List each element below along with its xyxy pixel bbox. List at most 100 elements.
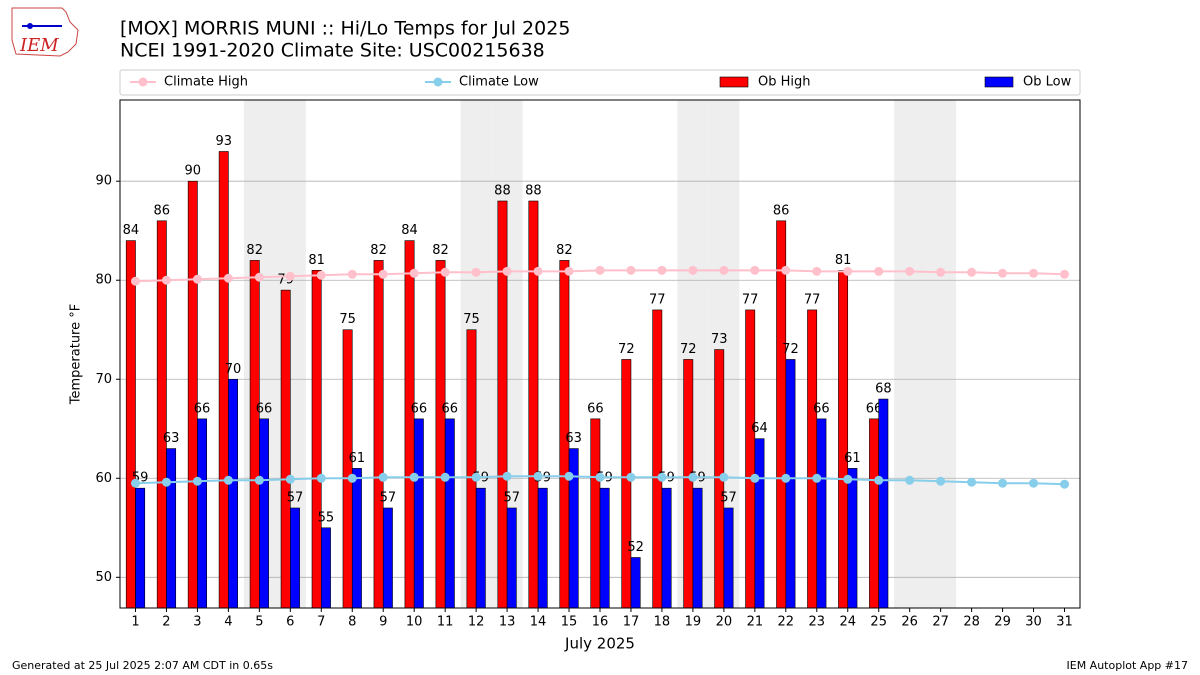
line-marker	[347, 473, 357, 483]
data-label: 61	[349, 451, 366, 466]
x-tick-label: 22	[778, 615, 795, 630]
data-label: 82	[370, 243, 387, 258]
data-label: 66	[256, 401, 273, 416]
bar	[723, 507, 734, 609]
y-tick-label: 90	[95, 174, 112, 189]
x-tick-label: 3	[193, 615, 201, 630]
legend-label: Climate Low	[459, 75, 539, 90]
bar	[621, 359, 632, 609]
bar	[342, 329, 353, 609]
data-label: 82	[432, 243, 449, 258]
bar	[537, 487, 548, 609]
y-axis-label: Temperature °F	[69, 304, 84, 405]
x-tick-label: 30	[1025, 615, 1042, 630]
line-marker	[781, 473, 791, 483]
line-marker	[874, 475, 884, 485]
legend-marker	[138, 77, 148, 87]
data-label: 55	[318, 510, 335, 525]
line-marker	[223, 273, 233, 283]
data-label: 86	[154, 203, 171, 218]
bar	[838, 270, 849, 609]
x-tick-label: 16	[592, 615, 609, 630]
x-tick-label: 21	[747, 615, 764, 630]
data-label: 77	[742, 292, 759, 307]
data-label: 68	[875, 382, 892, 397]
line-marker	[998, 268, 1008, 278]
line-marker	[626, 265, 636, 275]
legend-label: Ob High	[758, 75, 811, 90]
line-marker	[1029, 478, 1039, 488]
data-label: 66	[866, 401, 883, 416]
y-tick-label: 50	[95, 570, 112, 585]
footer-left: Generated at 25 Jul 2025 2:07 AM CDT in …	[12, 659, 273, 672]
bar	[166, 448, 177, 609]
bar	[847, 468, 858, 609]
line-marker	[564, 266, 574, 276]
line-marker	[905, 266, 915, 276]
data-label: 63	[163, 431, 180, 446]
y-tick-label: 60	[95, 471, 112, 486]
legend-box	[119, 69, 1081, 96]
legend-label: Climate High	[164, 75, 248, 90]
line-marker	[1029, 268, 1039, 278]
line-marker	[750, 265, 760, 275]
x-tick-label: 14	[530, 615, 547, 630]
footer-right: IEM Autoplot App #17	[1067, 659, 1189, 672]
line-marker	[378, 472, 388, 482]
bar	[444, 418, 455, 609]
x-tick-label: 12	[468, 615, 485, 630]
bar	[351, 468, 362, 609]
bar	[652, 309, 663, 609]
data-label: 84	[123, 223, 140, 238]
data-label: 52	[627, 540, 644, 555]
weekend-shade	[925, 100, 957, 608]
bar	[249, 260, 260, 609]
line-marker	[967, 477, 977, 487]
x-tick-label: 23	[809, 615, 826, 630]
bar	[311, 270, 322, 609]
line-marker	[936, 476, 946, 486]
x-tick-label: 19	[685, 615, 702, 630]
data-label: 73	[711, 332, 728, 347]
line-marker	[812, 266, 822, 276]
line-marker	[843, 474, 853, 484]
data-label: 66	[442, 401, 459, 416]
data-label: 88	[494, 184, 511, 199]
x-tick-label: 5	[255, 615, 263, 630]
line-marker	[471, 267, 481, 277]
data-label: 77	[649, 292, 666, 307]
line-marker	[378, 269, 388, 279]
data-label: 72	[680, 342, 697, 357]
line-marker	[874, 266, 884, 276]
chart-subtitle: NCEI 1991-2020 Climate Site: USC00215638	[120, 40, 545, 62]
bar	[475, 487, 486, 609]
bar	[382, 507, 393, 609]
bar	[599, 487, 610, 609]
legend-label: Ob Low	[1023, 75, 1072, 90]
x-tick-label: 18	[654, 615, 671, 630]
x-tick-label: 26	[901, 615, 918, 630]
line-marker	[595, 265, 605, 275]
line-marker	[719, 265, 729, 275]
logo-outline	[11, 7, 79, 57]
x-tick-label: 4	[224, 615, 232, 630]
line-marker	[564, 471, 574, 481]
x-tick-label: 10	[406, 615, 423, 630]
plot-frame	[119, 99, 1081, 609]
line-marker	[688, 472, 698, 482]
line-marker	[285, 474, 295, 484]
line-marker	[223, 475, 233, 485]
data-label: 66	[194, 401, 211, 416]
line-marker	[657, 472, 667, 482]
bar	[435, 260, 446, 609]
legend-swatch	[719, 76, 749, 88]
bar	[466, 329, 477, 609]
line-marker	[719, 472, 729, 482]
line-marker	[905, 475, 915, 485]
bar	[290, 507, 300, 609]
legend-swatch	[984, 76, 1014, 88]
line-marker	[254, 272, 264, 282]
line-marker	[161, 275, 171, 285]
